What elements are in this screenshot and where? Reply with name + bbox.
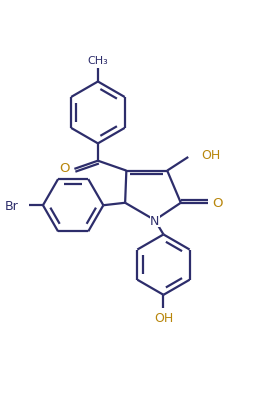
- Text: OH: OH: [154, 311, 173, 324]
- Text: Br: Br: [5, 199, 19, 212]
- Text: O: O: [212, 197, 223, 210]
- Text: CH₃: CH₃: [87, 56, 108, 65]
- Text: N: N: [150, 214, 159, 227]
- Text: O: O: [60, 162, 70, 175]
- Text: OH: OH: [201, 148, 220, 162]
